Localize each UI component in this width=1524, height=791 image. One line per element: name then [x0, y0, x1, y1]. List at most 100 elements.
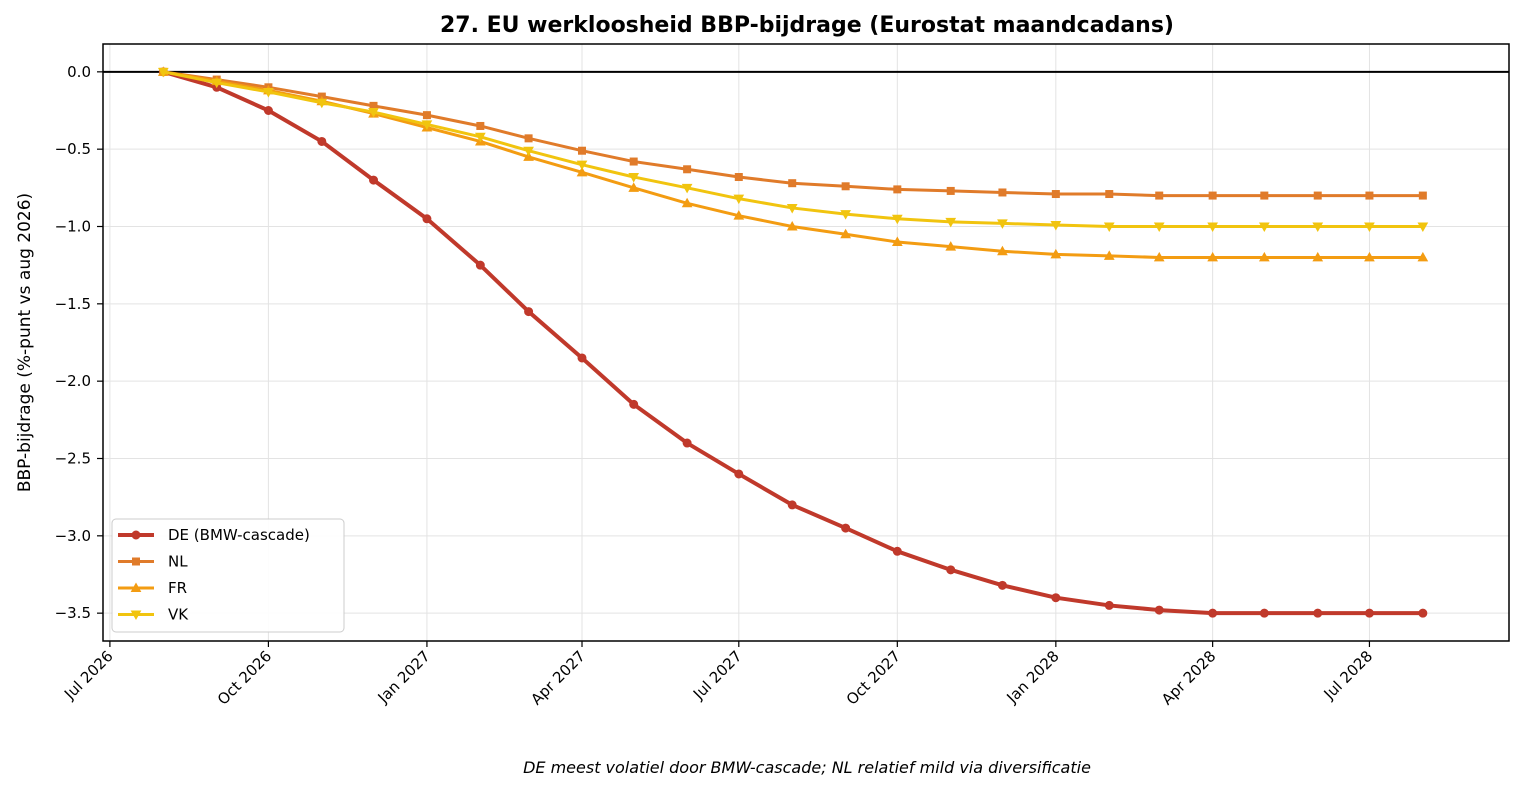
data-point-vk [1364, 222, 1375, 233]
data-point-de-bmw-cascade [1051, 593, 1061, 603]
data-point-nl [1260, 191, 1269, 200]
data-point-nl [788, 179, 797, 188]
data-point-de-bmw-cascade [577, 353, 587, 363]
data-point-de-bmw-cascade [1208, 608, 1218, 618]
data-point-vk [421, 120, 433, 130]
data-point-de-bmw-cascade [997, 580, 1007, 590]
data-point-nl [946, 186, 955, 195]
data-point-nl [578, 146, 587, 155]
legend-label: NL [168, 553, 188, 571]
x-tick-label: Jan 2028 [1003, 647, 1063, 707]
data-point-fr [1207, 251, 1218, 262]
data-point-vk [786, 203, 798, 214]
data-point-de-bmw-cascade [524, 307, 534, 317]
y-axis-label: BBP-bijdrage (%-punt vs aug 2026) [15, 193, 35, 492]
data-point-vk [316, 98, 328, 109]
legend-marker [132, 557, 140, 566]
y-tick-label: −2.5 [55, 449, 91, 467]
x-tick-label: Oct 2027 [843, 647, 904, 708]
y-tick-label: −1.5 [55, 295, 91, 313]
x-axis: Jul 2026 Oct 2026 Jan 2027 Apr 2027 Jul 2027… [60, 641, 1376, 709]
x-tick-label: Jan 2027 [374, 647, 434, 707]
data-point-fr [997, 245, 1008, 256]
data-point-vk [1207, 222, 1218, 233]
legend-box [111, 518, 345, 633]
data-point-de-bmw-cascade [1154, 605, 1164, 615]
data-point-fr [891, 236, 903, 246]
data-point-fr [1364, 251, 1375, 262]
data-point-de-bmw-cascade [369, 175, 379, 185]
data-point-de-bmw-cascade [1418, 608, 1428, 618]
data-point-fr [681, 197, 693, 208]
data-point-de-bmw-cascade [841, 523, 851, 533]
data-point-de-bmw-cascade [1104, 600, 1114, 610]
data-point-nl [683, 165, 692, 174]
data-point-fr [576, 166, 588, 177]
legend-label: DE (BMW-cascade) [168, 526, 310, 544]
data-point-vk [891, 214, 903, 225]
data-point-de-bmw-cascade [946, 565, 956, 575]
data-point-fr [1312, 251, 1324, 262]
data-point-vk [368, 108, 379, 118]
series-vk [157, 67, 1429, 233]
chart-title: 27. EU werkloosheid BBP-bijdrage (Eurost… [440, 13, 1174, 38]
data-point-fr [1103, 250, 1115, 260]
chart-caption: DE meest volatiel door BMW-cascade; NL r… [523, 758, 1091, 777]
data-point-de-bmw-cascade [1364, 608, 1374, 618]
data-point-vk [263, 87, 274, 98]
data-point-fr [733, 210, 745, 220]
legend-label: FR [168, 579, 187, 597]
data-point-de-bmw-cascade [475, 260, 485, 270]
data-point-vk [474, 132, 486, 143]
x-tick-label: Jul 2028 [1320, 647, 1377, 704]
series-layer [157, 66, 1429, 618]
data-point-nl [1418, 191, 1427, 200]
data-point-vk [1417, 222, 1429, 233]
data-point-de-bmw-cascade [317, 136, 327, 146]
data-point-de-bmw-cascade [629, 399, 639, 409]
data-point-vk [1258, 222, 1270, 233]
data-point-nl [1105, 190, 1114, 199]
data-point-nl [422, 111, 431, 120]
data-point-fr [1417, 251, 1429, 262]
plot-area-frame [102, 43, 1510, 642]
data-point-vk [733, 194, 745, 205]
y-tick-label: −0.5 [55, 140, 91, 158]
data-point-vk [945, 217, 957, 228]
x-tick-label: Apr 2027 [527, 647, 588, 708]
data-point-nl [1051, 190, 1060, 199]
data-point-fr [628, 182, 640, 192]
y-tick-label: −3.0 [55, 527, 91, 545]
legend-item-de-bmw-cascade: DE (BMW-cascade) [118, 526, 310, 544]
data-point-fr [1050, 248, 1062, 259]
data-point-fr [840, 228, 851, 239]
x-tick-label: Jul 2026 [60, 647, 117, 704]
data-point-vk [840, 210, 851, 220]
data-point-vk [523, 146, 534, 157]
legend-marker [130, 582, 142, 592]
data-point-vk [157, 67, 169, 78]
legend-item-fr: FR [118, 579, 187, 597]
data-point-fr [523, 151, 534, 161]
legend: DE (BMW-cascade) NL FR VK [111, 518, 345, 633]
data-point-nl [893, 185, 902, 194]
legend-item-vk: VK [118, 606, 189, 624]
data-point-nl [1313, 191, 1322, 200]
data-point-de-bmw-cascade [734, 469, 744, 479]
data-point-vk [681, 183, 693, 194]
data-point-vk [628, 173, 640, 183]
y-tick-label: −1.0 [55, 218, 91, 236]
data-point-nl [1208, 191, 1217, 200]
data-point-fr [945, 241, 957, 251]
series-de-bmw-cascade [158, 67, 1428, 618]
data-point-nl [734, 173, 743, 182]
x-tick-label: Apr 2028 [1158, 647, 1219, 708]
x-tick-label: Oct 2026 [214, 647, 275, 708]
y-tick-label: 0.0 [67, 63, 91, 81]
data-point-vk [997, 219, 1008, 229]
data-point-de-bmw-cascade [1313, 608, 1323, 618]
data-point-de-bmw-cascade [263, 106, 273, 116]
data-point-fr [1153, 251, 1165, 262]
series-line-nl [163, 70, 1423, 198]
data-point-de-bmw-cascade [892, 546, 902, 556]
